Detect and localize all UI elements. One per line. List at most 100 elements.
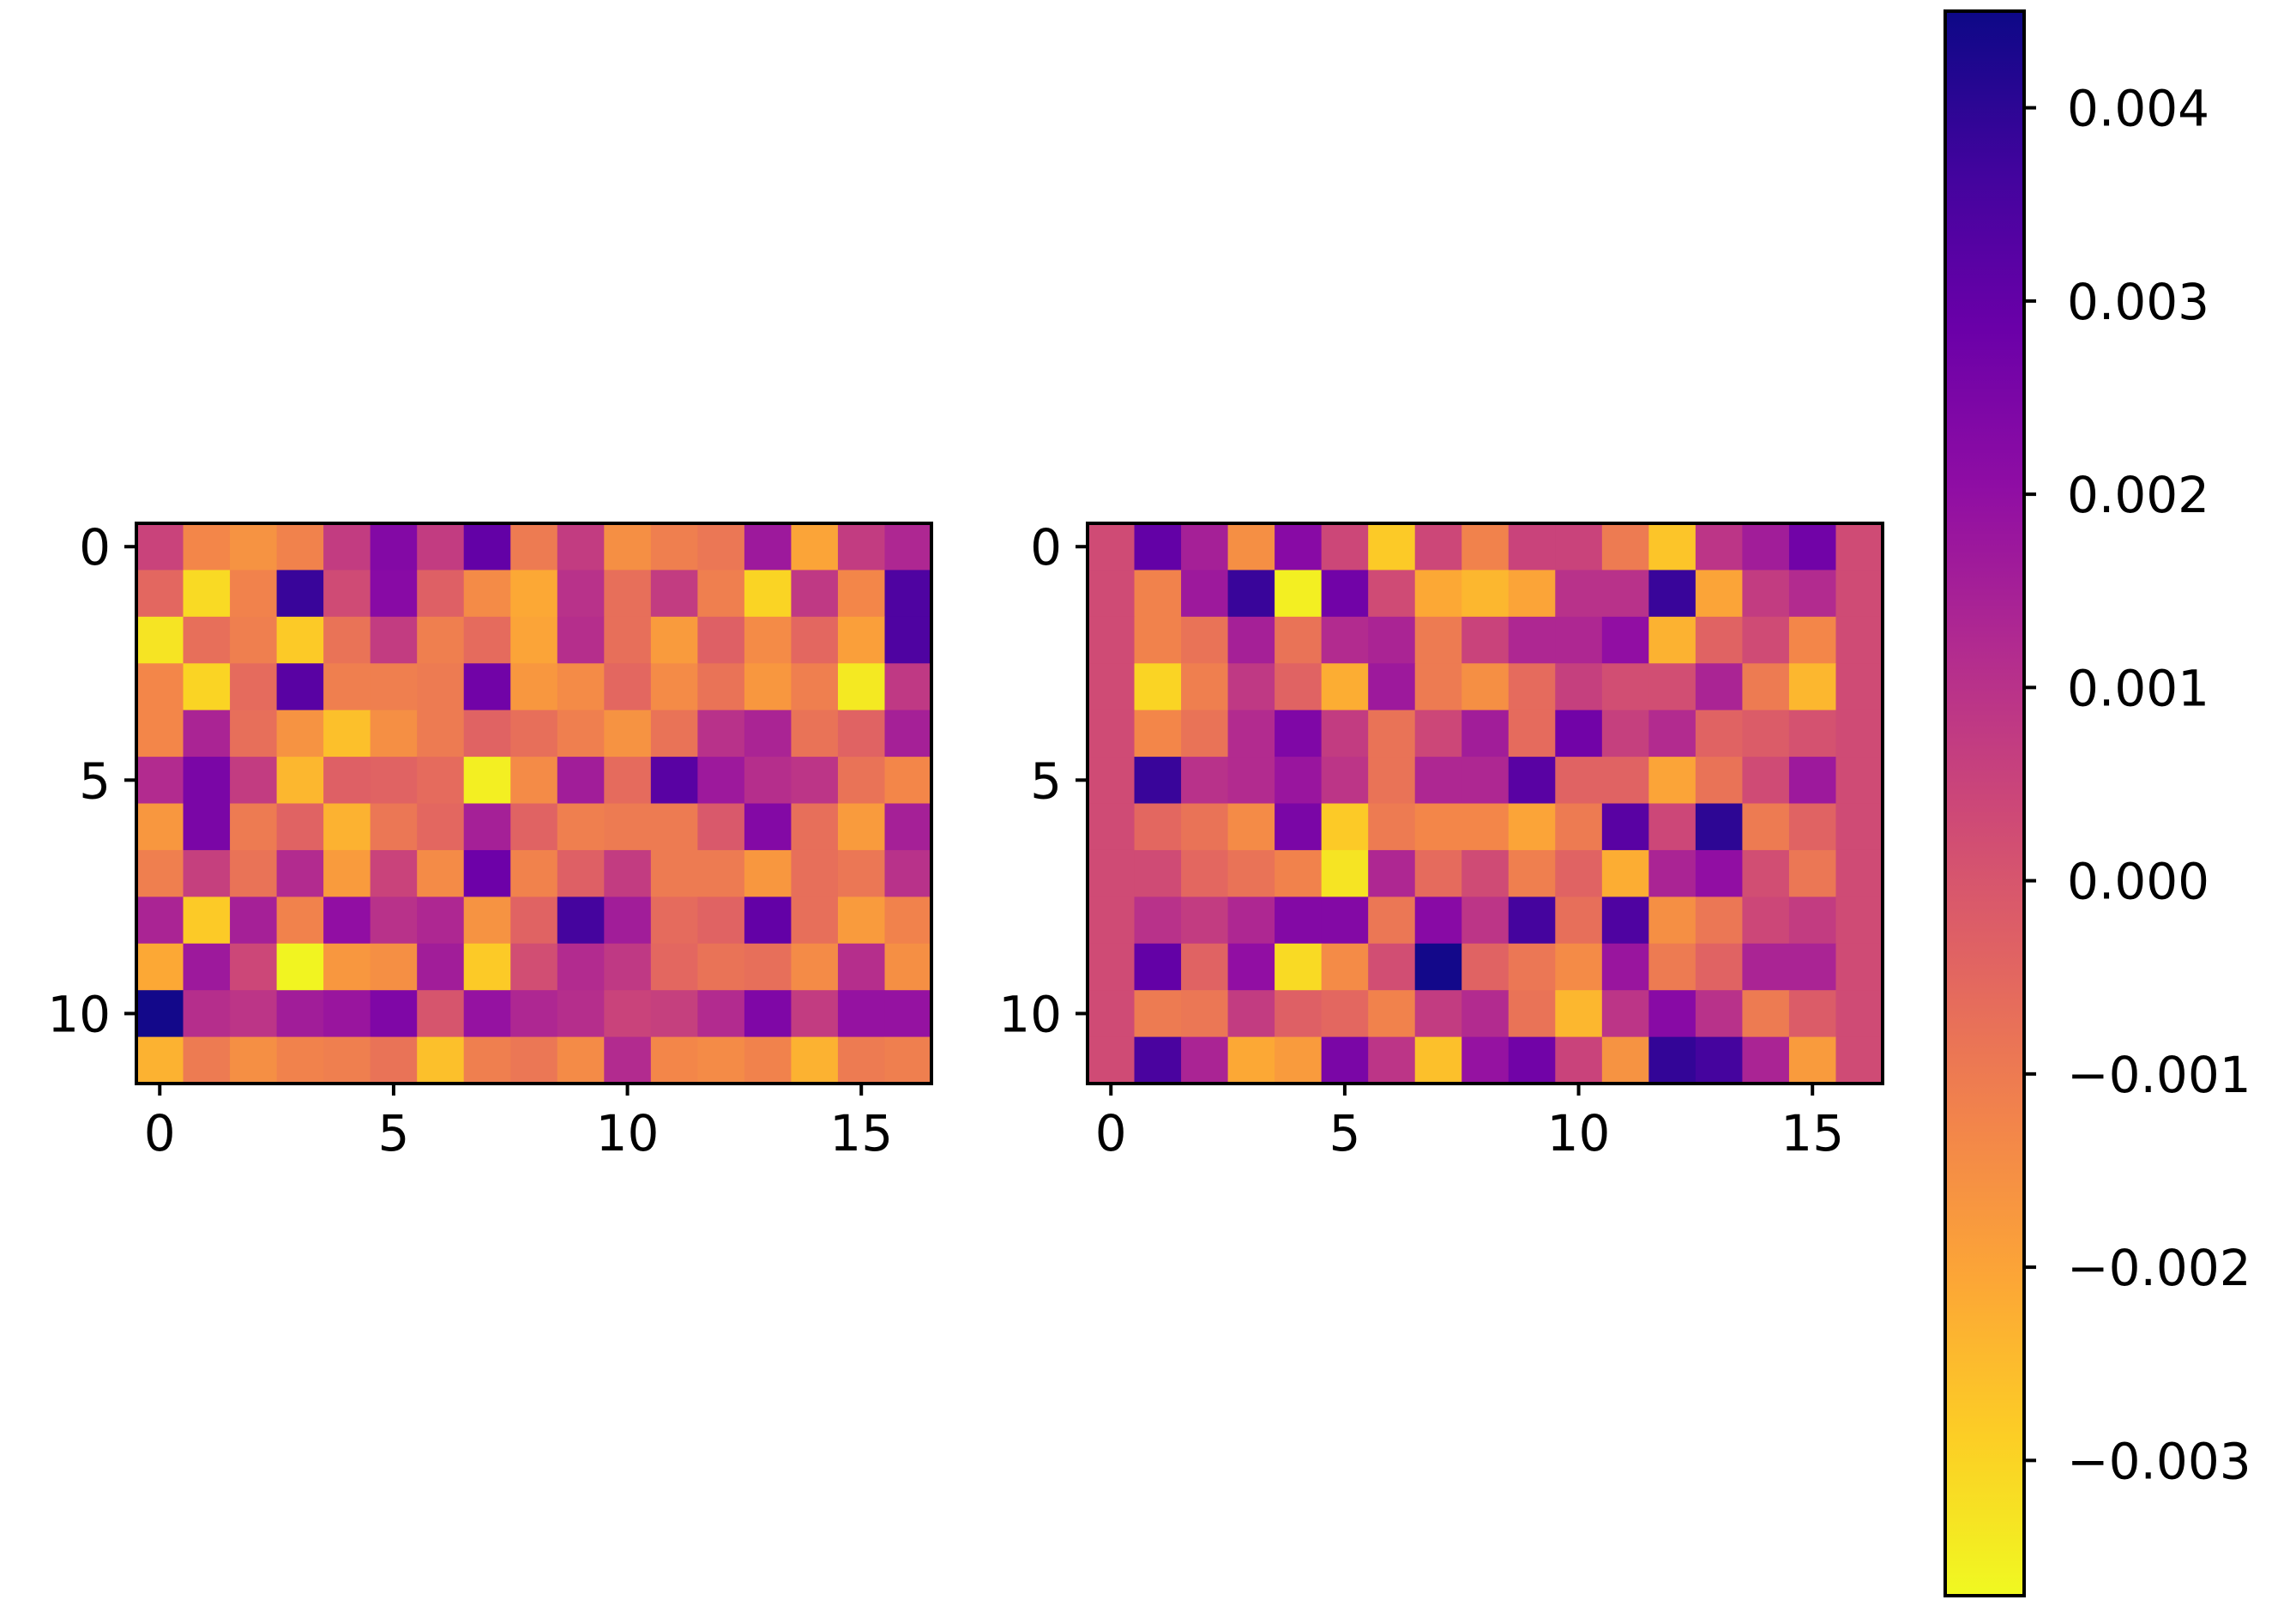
heatmap-cell-r10-c8 bbox=[510, 990, 558, 1038]
heatmap-cell-r8-c16 bbox=[884, 897, 932, 945]
colorbar-tick-label: −0.001 bbox=[2067, 1046, 2251, 1104]
heatmap-cell-r10-c1 bbox=[183, 990, 231, 1038]
heatmap-cell-r3-c2 bbox=[1181, 663, 1229, 711]
heatmap-cell-r4-c16 bbox=[884, 709, 932, 758]
heatmap-cell-r0-c9 bbox=[557, 523, 605, 571]
heatmap-cell-r10-c1 bbox=[1134, 990, 1182, 1038]
heatmap-cell-r9-c6 bbox=[1368, 943, 1416, 991]
colorbar: 0.004 0.003 0.002 0.001 0.000 −0.001 −0.002 −0.… bbox=[1943, 9, 2251, 1597]
heatmap-cell-r9-c13 bbox=[744, 943, 792, 991]
heatmap-cell-r7-c0 bbox=[1088, 849, 1136, 897]
heatmap-cell-r0-c8 bbox=[1461, 523, 1510, 571]
heatmap-cell-r5-c4 bbox=[1275, 757, 1323, 805]
heatmap-cell-r9-c16 bbox=[884, 943, 932, 991]
heatmap-cell-r10-c13 bbox=[1695, 990, 1744, 1038]
heatmap-cell-r6-c1 bbox=[1134, 803, 1182, 851]
heatmap-cell-r11-c2 bbox=[1181, 1036, 1229, 1084]
heatmap-cell-r4-c12 bbox=[697, 709, 745, 758]
heatmap-cell-r11-c1 bbox=[183, 1036, 231, 1084]
heatmap-cell-r8-c14 bbox=[791, 897, 839, 945]
heatmap-cell-r2-c2 bbox=[230, 616, 278, 664]
x-tick-label: 10 bbox=[1547, 1104, 1611, 1162]
heatmap-cell-r2-c14 bbox=[1742, 616, 1790, 664]
heatmap-cell-r5-c10 bbox=[604, 757, 652, 805]
heatmap-cell-r10-c6 bbox=[1368, 990, 1416, 1038]
heatmap-cell-r6-c8 bbox=[510, 803, 558, 851]
heatmap-cell-r1-c14 bbox=[1742, 570, 1790, 618]
heatmap-cell-r3-c4 bbox=[1275, 663, 1323, 711]
heatmap-cell-r7-c12 bbox=[1648, 849, 1696, 897]
heatmap-cell-r1-c5 bbox=[1321, 570, 1369, 618]
heatmap-cell-r1-c16 bbox=[884, 570, 932, 618]
heatmap-right: 0 5 10 15 0 5 10 bbox=[998, 518, 1885, 1162]
heatmap-cell-r7-c14 bbox=[1742, 849, 1790, 897]
heatmap-cell-r1-c10 bbox=[1555, 570, 1603, 618]
heatmap-cell-r4-c12 bbox=[1648, 709, 1696, 758]
heatmap-cell-r4-c11 bbox=[650, 709, 698, 758]
heatmap-cell-r2-c6 bbox=[1368, 616, 1416, 664]
heatmap-cell-r5-c11 bbox=[1601, 757, 1649, 805]
heatmap-cell-r2-c3 bbox=[1227, 616, 1275, 664]
heatmap-cell-r7-c3 bbox=[276, 849, 324, 897]
heatmap-cell-r7-c5 bbox=[1321, 849, 1369, 897]
heatmap-cell-r9-c14 bbox=[791, 943, 839, 991]
heatmap-cell-r0-c1 bbox=[183, 523, 231, 571]
heatmap-cell-r11-c9 bbox=[557, 1036, 605, 1084]
heatmap-cell-r1-c6 bbox=[417, 570, 465, 618]
y-tick-label: 0 bbox=[79, 518, 111, 577]
heatmap-cell-r11-c4 bbox=[1275, 1036, 1323, 1084]
heatmap-cell-r7-c9 bbox=[1508, 849, 1556, 897]
x-tick-label: 0 bbox=[144, 1104, 176, 1162]
heatmap-cell-r3-c5 bbox=[1321, 663, 1369, 711]
heatmap-cell-r2-c13 bbox=[744, 616, 792, 664]
axes-frame bbox=[1086, 522, 1885, 1086]
heatmap-cell-r8-c1 bbox=[183, 897, 231, 945]
colorbar-tick-label: 0.002 bbox=[2067, 466, 2209, 524]
heatmap-cell-r10-c13 bbox=[744, 990, 792, 1038]
heatmap-cell-r3-c4 bbox=[323, 663, 371, 711]
heatmap-cell-r10-c10 bbox=[1555, 990, 1603, 1038]
x-tick-label: 15 bbox=[1781, 1104, 1844, 1162]
axes-frame bbox=[135, 522, 934, 1086]
heatmap-cell-r5-c12 bbox=[1648, 757, 1696, 805]
heatmap-cell-r4-c3 bbox=[1227, 709, 1275, 758]
heatmap-cell-r9-c7 bbox=[463, 943, 511, 991]
heatmap-cell-r1-c15 bbox=[837, 570, 886, 618]
y-tick-label: 0 bbox=[1030, 518, 1062, 577]
heatmap-cell-r3-c13 bbox=[1695, 663, 1744, 711]
heatmap-cell-r0-c11 bbox=[1601, 523, 1649, 571]
heatmap-cell-r4-c3 bbox=[276, 709, 324, 758]
heatmap-cell-r0-c0 bbox=[1088, 523, 1136, 571]
heatmap-cell-r6-c13 bbox=[744, 803, 792, 851]
heatmap-cell-r10-c14 bbox=[1742, 990, 1790, 1038]
heatmap-cell-r4-c4 bbox=[323, 709, 371, 758]
heatmap-cell-r6-c4 bbox=[1275, 803, 1323, 851]
heatmap-cell-r9-c14 bbox=[1742, 943, 1790, 991]
heatmap-cell-r7-c4 bbox=[323, 849, 371, 897]
heatmap-cell-r10-c15 bbox=[1788, 990, 1837, 1038]
heatmap-cell-r2-c5 bbox=[1321, 616, 1369, 664]
heatmap-cell-r8-c13 bbox=[1695, 897, 1744, 945]
heatmap-cell-r2-c2 bbox=[1181, 616, 1229, 664]
heatmap-cell-r6-c2 bbox=[1181, 803, 1229, 851]
heatmap-cell-r0-c13 bbox=[1695, 523, 1744, 571]
heatmap-cell-r11-c10 bbox=[604, 1036, 652, 1084]
heatmap-cell-r8-c2 bbox=[230, 897, 278, 945]
heatmap-cell-r3-c6 bbox=[417, 663, 465, 711]
heatmap-cell-r2-c16 bbox=[1835, 616, 1883, 664]
heatmap-cell-r6-c9 bbox=[1508, 803, 1556, 851]
heatmap-cell-r11-c3 bbox=[276, 1036, 324, 1084]
heatmap-cell-r1-c4 bbox=[1275, 570, 1323, 618]
heatmap-cell-r8-c2 bbox=[1181, 897, 1229, 945]
heatmap-cell-r7-c5 bbox=[370, 849, 418, 897]
heatmap-cell-r7-c8 bbox=[510, 849, 558, 897]
heatmap-cell-r10-c7 bbox=[1414, 990, 1462, 1038]
heatmap-cell-r0-c4 bbox=[323, 523, 371, 571]
heatmap-cell-r9-c7 bbox=[1414, 943, 1462, 991]
heatmap-cell-r2-c5 bbox=[370, 616, 418, 664]
heatmap-cell-r6-c4 bbox=[323, 803, 371, 851]
colorbar-tick-label: −0.002 bbox=[2067, 1239, 2251, 1297]
heatmap-cell-r3-c10 bbox=[1555, 663, 1603, 711]
heatmap-cell-r5-c15 bbox=[837, 757, 886, 805]
heatmap-cell-r2-c12 bbox=[1648, 616, 1696, 664]
